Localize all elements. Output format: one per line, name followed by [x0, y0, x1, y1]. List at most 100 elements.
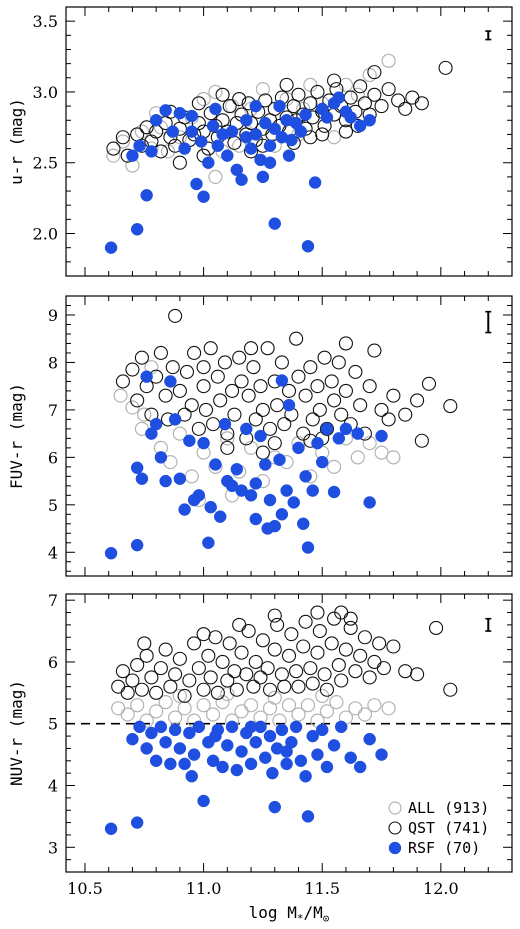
data-point	[429, 620, 444, 636]
data-point	[338, 336, 353, 351]
data-point	[241, 624, 256, 639]
data-point	[168, 723, 182, 737]
data-point	[164, 375, 177, 388]
data-point	[234, 374, 249, 389]
data-point	[203, 670, 218, 685]
data-point	[374, 99, 389, 114]
data-point	[111, 679, 126, 694]
data-point	[159, 736, 172, 749]
data-point	[185, 109, 198, 123]
data-point	[172, 651, 187, 666]
data-point	[281, 698, 297, 713]
data-point	[414, 96, 429, 111]
data-point	[210, 685, 225, 700]
legend-label: ALL (913)	[408, 799, 489, 817]
data-point	[255, 82, 271, 97]
data-point	[220, 686, 235, 702]
data-point	[291, 369, 306, 384]
data-point	[339, 422, 353, 436]
data-point	[443, 682, 458, 697]
data-point	[201, 648, 216, 663]
data-point	[353, 398, 368, 413]
data-point	[280, 757, 293, 771]
panel-u-r: 2.0 2.5 3.0 3.5 u-r (mag)	[7, 6, 513, 277]
y-tick-label: 3.5	[33, 12, 58, 31]
data-point	[115, 664, 130, 679]
data-point	[303, 360, 318, 375]
data-point	[338, 124, 353, 139]
x-tick-label: 11.0	[186, 879, 222, 898]
data-point	[246, 679, 261, 694]
data-point	[291, 707, 306, 722]
data-point	[139, 648, 154, 663]
series-open-black	[111, 605, 458, 703]
data-point	[362, 670, 377, 685]
data-point	[367, 343, 382, 358]
data-point	[305, 676, 320, 691]
data-point	[306, 729, 319, 743]
data-point	[196, 360, 211, 375]
data-point	[158, 695, 173, 710]
data-point	[367, 87, 382, 102]
data-point	[177, 688, 192, 703]
data-point	[183, 726, 196, 740]
data-point	[280, 484, 293, 497]
data-point	[234, 704, 249, 719]
data-point	[158, 642, 173, 657]
data-point	[267, 642, 282, 657]
data-point	[198, 402, 214, 417]
data-point	[191, 421, 206, 436]
data-point	[145, 145, 158, 158]
data-point	[268, 800, 282, 814]
data-point	[190, 177, 203, 191]
data-point	[208, 630, 223, 645]
data-point	[215, 654, 230, 670]
data-point	[281, 648, 297, 663]
data-point	[145, 726, 158, 740]
data-point	[208, 84, 223, 100]
data-point	[225, 383, 240, 398]
data-point	[398, 407, 413, 422]
data-point	[243, 341, 259, 356]
data-point	[144, 670, 159, 685]
data-point	[303, 96, 318, 111]
data-point	[270, 398, 285, 413]
data-point	[202, 156, 215, 169]
data-point	[296, 639, 311, 654]
data-point	[381, 82, 396, 97]
data-point	[357, 707, 373, 722]
data-point	[230, 462, 244, 476]
panel-fuv-r: 4 5 6 7 8 9 FUV-r (mag)	[7, 295, 513, 577]
y-axis-label: u-r (mag)	[7, 98, 26, 185]
data-point	[311, 436, 324, 450]
data-point	[306, 484, 319, 497]
data-point	[266, 766, 279, 780]
data-point	[353, 648, 368, 663]
data-point	[130, 657, 145, 673]
data-point	[331, 657, 346, 673]
data-point	[375, 429, 388, 443]
data-point	[303, 77, 318, 92]
data-point	[187, 636, 202, 651]
data-point	[324, 374, 339, 389]
data-point	[327, 73, 342, 88]
data-point	[149, 754, 163, 768]
data-point	[177, 701, 192, 716]
data-point	[255, 445, 270, 460]
data-point	[235, 173, 248, 186]
data-point	[227, 664, 242, 679]
y-tick-label: 7	[48, 591, 58, 610]
data-point	[232, 91, 247, 107]
data-point	[210, 369, 225, 384]
plot-frame	[65, 295, 513, 577]
data-point	[270, 617, 285, 632]
data-point	[206, 119, 220, 133]
data-point	[332, 91, 346, 104]
data-point	[320, 760, 334, 774]
data-point	[334, 673, 349, 688]
data-point	[197, 190, 210, 203]
data-point	[173, 106, 187, 120]
data-point	[149, 685, 164, 700]
data-point	[154, 451, 168, 464]
data-point	[282, 398, 296, 412]
